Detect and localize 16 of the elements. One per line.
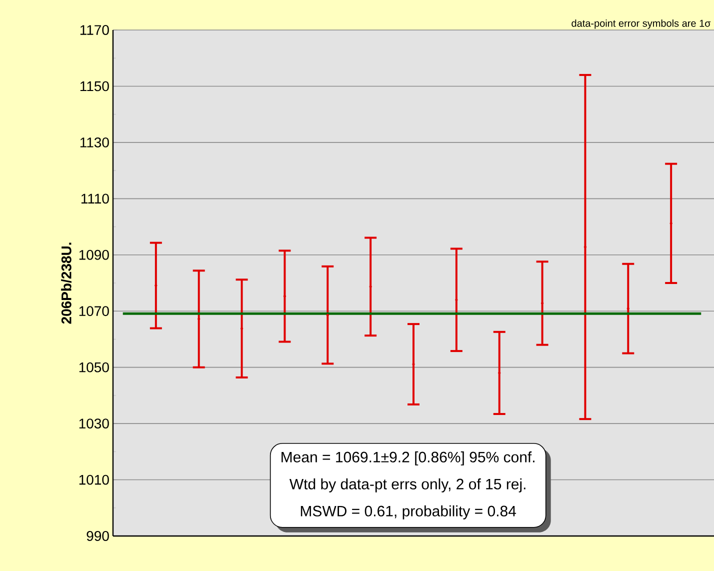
annotation: Wtd by data-pt errs only, 2 of 15 rej. [289,478,526,492]
y-tick-label: 1110 [81,194,109,204]
y-tick-label: 990 [86,531,109,541]
point [326,314,329,316]
y-axis-title: 206Pb/238U. [61,242,72,324]
y-tick-label: 1150 [80,81,109,92]
y-tick-label: 1050 [79,362,109,372]
annotation: Mean = 1069.1±9.2 [0.86%] 95% conf. [282,451,534,466]
y-tick-label: 1170 [80,25,109,35]
y-tick-label: 1030 [79,418,109,429]
text: data-point error symbols are 1σ [572,19,711,29]
y-tick-label: 1090 [79,250,109,260]
y-tick-label: 1130 [80,137,109,148]
annotation: MSWD = 0.61, probability = 0.84 [300,505,516,520]
y-tick-label: 1010 [79,474,109,485]
y-tick-label: 1070 [79,306,109,316]
